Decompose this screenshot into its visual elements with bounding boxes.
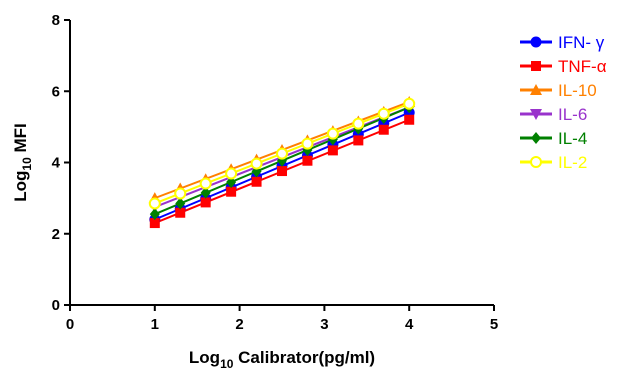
legend-label-il-6: IL-6 <box>558 105 587 124</box>
x-tick-label: 4 <box>405 316 414 333</box>
data-point-il-2 <box>352 117 365 130</box>
data-point-tnf <box>149 218 160 229</box>
y-tick-label: 4 <box>52 155 61 172</box>
legend-marker-il-6 <box>530 109 542 120</box>
x-axis-title-subscript: 10 <box>220 357 234 371</box>
legend-marker-il-10 <box>530 84 542 95</box>
legend-marker-il-4 <box>531 132 541 144</box>
data-point-il-2 <box>326 127 339 140</box>
data-point-tnf <box>251 176 262 187</box>
x-tick-label: 3 <box>320 316 328 333</box>
x-tick-label: 0 <box>66 316 74 333</box>
data-point-il-2 <box>199 177 212 190</box>
data-point-il-2 <box>377 107 390 120</box>
data-point-il-2 <box>225 167 238 180</box>
legend-label-il-10: IL-10 <box>558 81 597 100</box>
data-point-tnf <box>378 124 389 135</box>
data-point-tnf <box>277 166 287 177</box>
data-point-il-2 <box>276 147 288 160</box>
legend: IFN- γ TNF-α IL-10 IL-6 IL-4 IL-2 <box>520 33 607 172</box>
data-point-tnf <box>302 155 313 166</box>
y-tick-label: 8 <box>52 12 60 29</box>
data-point-il-2 <box>148 197 161 210</box>
x-tick-label: 1 <box>151 316 159 333</box>
data-point-tnf <box>327 145 338 156</box>
y-axis-title: Log10 MFI <box>11 123 34 202</box>
legend-label-il-2: IL-2 <box>558 153 587 172</box>
data-point-tnf <box>353 135 364 146</box>
data-point-il-4 <box>200 186 211 199</box>
legend-marker-il-2 <box>530 156 542 168</box>
y-axis-title-base: Log <box>11 171 30 202</box>
axis-ticks: 0 1 2 3 4 5 0 2 4 6 8 <box>52 12 499 333</box>
legend-label-tnf: TNF-α <box>558 57 607 76</box>
y-tick-label: 0 <box>52 297 60 314</box>
data-point-il-2 <box>174 187 187 200</box>
data-point-il-4 <box>226 176 237 189</box>
x-axis-title: Log10 Calibrator(pg/ml) <box>189 348 375 371</box>
data-point-tnf <box>404 114 415 125</box>
legend-label-ifn: IFN- γ <box>558 33 605 52</box>
legend-marker-tnf <box>531 61 541 71</box>
data-point-il-4 <box>149 208 160 221</box>
legend-label-il-4: IL-4 <box>558 129 587 148</box>
data-point-il-2 <box>301 137 314 150</box>
legend-marker-ifn <box>530 36 542 48</box>
y-tick-label: 6 <box>52 83 60 100</box>
data-point-tnf <box>226 186 237 197</box>
data-point-tnf <box>175 207 186 218</box>
x-axis-title-base: Log <box>189 348 220 367</box>
y-axis-title-rest: MFI <box>11 123 30 157</box>
x-axis-title-rest: Calibrator(pg/ml) <box>233 348 375 367</box>
data-point-tnf <box>200 197 211 208</box>
data-points <box>148 95 416 229</box>
y-axis-title-subscript: 10 <box>20 157 34 171</box>
data-point-il-2 <box>403 97 416 110</box>
x-tick-label: 5 <box>490 316 498 333</box>
x-tick-label: 2 <box>235 316 243 333</box>
data-point-il-2 <box>250 157 263 170</box>
y-tick-label: 2 <box>52 226 60 243</box>
data-point-il-4 <box>175 197 186 210</box>
